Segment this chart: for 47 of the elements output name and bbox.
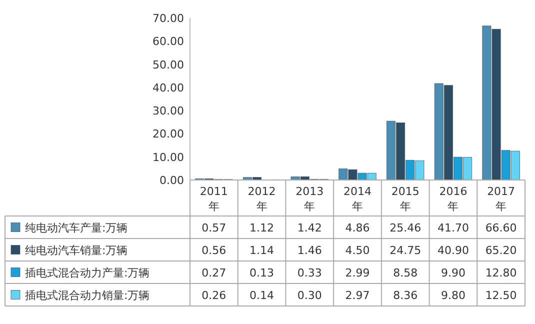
data-label: 0.57 — [202, 221, 226, 234]
y-tick-label: 70.00 — [152, 12, 184, 25]
y-tick-label: 20.00 — [152, 128, 184, 141]
y-tick-label: 40.00 — [152, 81, 184, 94]
data-label: 41.70 — [437, 221, 469, 234]
data-label: 1.14 — [250, 244, 274, 257]
data-label: 25.46 — [390, 221, 422, 234]
y-tick-label: 10.00 — [152, 150, 184, 164]
data-label: 0.27 — [202, 266, 226, 280]
x-tick-label: 2012年 — [248, 185, 276, 213]
data-label: 1.46 — [297, 244, 322, 257]
data-label: 8.58 — [393, 266, 418, 280]
x-tick-label: 2014年 — [344, 185, 372, 213]
x-tick-label: 2011年 — [200, 185, 228, 213]
y-tick-label: 50.00 — [152, 58, 184, 72]
legend-label: 插电式混合动力销量:万辆 — [25, 288, 150, 302]
data-label: 2.99 — [345, 266, 370, 280]
data-label: 0.30 — [297, 288, 322, 302]
data-label: 2.97 — [345, 288, 370, 302]
data-label: 1.42 — [297, 221, 322, 234]
y-tick-label: 0.00 — [160, 174, 184, 187]
data-label: 9.90 — [440, 266, 466, 280]
data-label: 1.12 — [250, 221, 274, 234]
x-tick-label: 2015年 — [391, 185, 420, 213]
data-label: 12.80 — [485, 266, 517, 280]
y-tick-label: 30.00 — [152, 104, 184, 118]
data-label: 0.14 — [250, 288, 274, 302]
data-label: 65.20 — [485, 244, 517, 257]
data-label: 9.80 — [440, 288, 466, 302]
data-label: 4.86 — [345, 221, 370, 234]
data-label: 12.50 — [485, 288, 517, 302]
x-tick-label: 2017年 — [487, 185, 516, 213]
x-tick-label: 2016年 — [439, 185, 468, 213]
data-label: 4.50 — [345, 244, 370, 257]
data-label: 0.33 — [297, 266, 322, 280]
data-label: 0.26 — [202, 288, 226, 302]
data-label: 0.56 — [202, 244, 226, 257]
data-label: 24.75 — [390, 244, 422, 257]
legend-label: 纯电动汽车销量:万辆 — [25, 244, 128, 257]
data-label: 66.60 — [485, 221, 517, 234]
legend-label: 纯电动汽车产量:万辆 — [25, 221, 128, 234]
legend-label: 插电式混合动力产量:万辆 — [25, 266, 150, 280]
x-tick-label: 2013年 — [296, 185, 324, 213]
y-tick-label: 60.00 — [152, 35, 184, 48]
data-label: 8.36 — [393, 288, 418, 302]
data-label: 0.13 — [250, 266, 274, 280]
data-label: 40.90 — [437, 244, 469, 257]
